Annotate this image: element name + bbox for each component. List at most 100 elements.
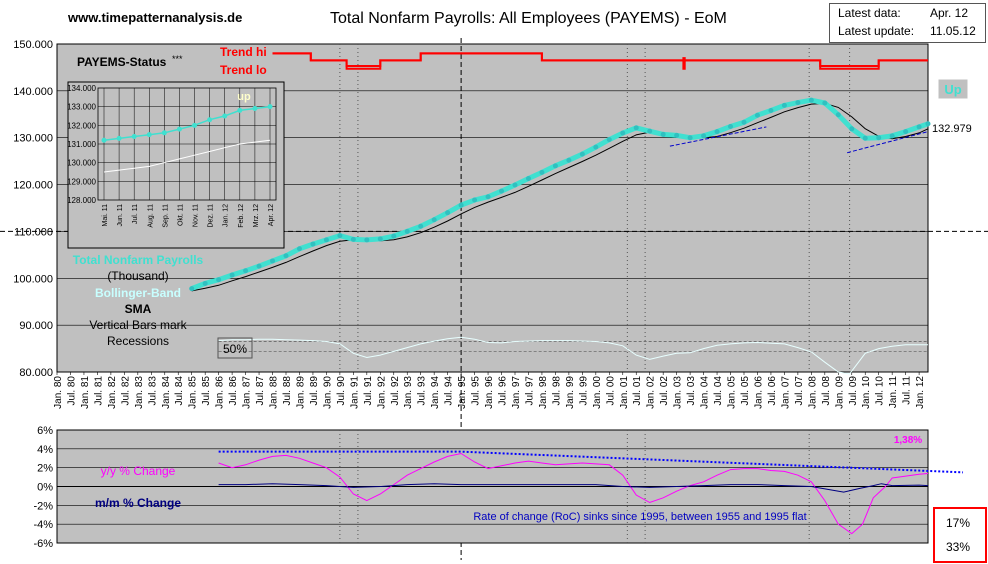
payroll-point	[256, 263, 262, 269]
inset-y-tick-label: 132.000	[67, 121, 96, 130]
mom-line	[218, 483, 929, 493]
payroll-point	[889, 133, 895, 139]
site-url: www.timepatternanalysis.de	[68, 10, 243, 25]
main-x-tick-label: Jul. 93	[417, 376, 428, 406]
payroll-point	[404, 228, 410, 234]
payroll-point	[835, 112, 841, 118]
yoy-value-label: 1,38%	[894, 435, 922, 446]
inset-payroll-point	[267, 104, 273, 110]
up-badge: Up	[944, 82, 961, 97]
inset-sma-line	[103, 139, 271, 173]
main-x-tick-label: Jan. 99	[565, 376, 576, 409]
main-x-tick-label: Jul. 84	[174, 376, 185, 406]
latest-update-value: 11.05.12	[930, 24, 976, 38]
inset-up-label: up	[237, 91, 251, 103]
inset-x-tick-label: Aug. 11	[147, 204, 154, 228]
payroll-point	[862, 135, 868, 141]
main-x-tick-label: Jan. 91	[349, 376, 360, 409]
main-x-tick-label: Jan. 87	[242, 376, 253, 409]
main-x-tick-label: Jan. 03	[673, 376, 684, 409]
main-x-tick-label: Jan. 02	[646, 376, 657, 409]
main-x-tick-label: Jan. 80	[53, 376, 64, 409]
main-y-tick-label: 110.000	[14, 226, 53, 238]
payroll-point	[364, 237, 370, 243]
support-line	[669, 126, 767, 147]
main-x-tick-label: Jan. 86	[215, 376, 226, 409]
main-x-tick-label: Jan. 94	[430, 376, 441, 409]
legend-series-name: Total Nonfarm Payrolls	[73, 253, 204, 267]
main-x-tick-label: Jan. 05	[727, 376, 738, 409]
payroll-point	[485, 194, 491, 200]
inset-payroll-point	[207, 117, 213, 123]
status-label: PAYEMS-Status	[77, 55, 167, 69]
main-x-tick-label: Jul. 00	[605, 376, 616, 406]
roc-y-tick-label: 0%	[37, 482, 53, 494]
inset-x-tick-label: Sep. 11	[162, 204, 169, 228]
payroll-point	[525, 175, 531, 181]
main-x-tick-label: Jan. 00	[592, 376, 603, 409]
mom-label: m/m % Change	[95, 496, 181, 510]
payroll-point	[687, 135, 693, 141]
legend-bollinger: Bollinger-Band	[95, 286, 181, 300]
main-y-tick-label: 130.000	[13, 133, 53, 145]
main-x-tick-label: Jul. 82	[120, 376, 131, 406]
roc-y-tick-label: 6%	[37, 425, 53, 437]
main-y-tick-label: 140.000	[13, 86, 53, 98]
main-x-tick-label: Jan. 96	[484, 376, 495, 409]
payroll-point	[243, 268, 249, 274]
main-x-tick-label: Jan. 09	[834, 376, 845, 409]
payroll-point	[660, 131, 666, 137]
payroll-point	[566, 157, 572, 163]
payroll-point	[310, 241, 316, 247]
payroll-point	[647, 128, 653, 134]
main-x-tick-label: Jul. 80	[66, 376, 77, 406]
inset-y-tick-label: 133.000	[67, 103, 96, 112]
roc-y-tick-label: 4%	[37, 444, 53, 456]
main-x-tick-label: Jul. 89	[309, 376, 320, 406]
payroll-point	[270, 258, 276, 264]
legend-unit: (Thousand)	[107, 269, 168, 283]
latest-data-label: Latest data:	[838, 6, 901, 20]
inset-payroll-point	[192, 122, 198, 128]
payroll-point	[822, 100, 828, 106]
inset-x-tick-label: Jul. 11	[132, 204, 139, 224]
latest-update-label: Latest update:	[838, 24, 915, 38]
yoy-line	[218, 452, 929, 535]
payroll-point	[323, 237, 329, 243]
up-badge-box	[937, 78, 969, 100]
payroll-point	[714, 129, 720, 135]
trend-lo-label: Trend lo	[220, 63, 267, 77]
payroll-point	[701, 133, 707, 139]
inset-x-tick-label: Mrz. 12	[253, 204, 260, 227]
payroll-point	[512, 182, 518, 188]
payroll-point	[445, 210, 451, 216]
inset-payroll-line	[103, 105, 271, 142]
main-x-tick-label: Jul. 06	[767, 376, 778, 406]
payroll-point	[903, 129, 909, 135]
main-x-tick-label: Jul. 07	[794, 376, 805, 406]
payroll-point	[674, 132, 680, 138]
main-x-tick-label: Jan. 85	[188, 376, 199, 409]
payroll-point	[552, 163, 558, 169]
payroll-point	[876, 135, 882, 141]
payroll-point	[458, 202, 464, 208]
main-x-tick-label: Jul. 95	[471, 376, 482, 406]
inset-y-tick-label: 134.000	[67, 84, 96, 93]
payroll-point	[391, 233, 397, 239]
fifty-box	[217, 337, 253, 359]
main-x-tick-label: Jan. 01	[619, 376, 630, 409]
info-box: Latest data: Apr. 12 Latest update: 11.0…	[829, 3, 986, 43]
main-x-tick-label: Jul. 96	[498, 376, 509, 406]
main-x-tick-label: Jan. 89	[295, 376, 306, 409]
payroll-point	[337, 233, 343, 239]
trend-lo-line	[272, 52, 928, 70]
inset-payroll-point	[101, 137, 107, 143]
main-x-tick-label: Jan. 07	[780, 376, 791, 409]
main-x-tick-label: Jan. 92	[376, 376, 387, 409]
main-x-tick-label: Jul. 03	[686, 376, 697, 406]
roc-y-tick-label: -2%	[33, 500, 53, 512]
inset-payroll-point	[161, 130, 167, 136]
roc-y-tick-label: -6%	[33, 538, 53, 550]
inset-payroll-point	[237, 107, 243, 113]
